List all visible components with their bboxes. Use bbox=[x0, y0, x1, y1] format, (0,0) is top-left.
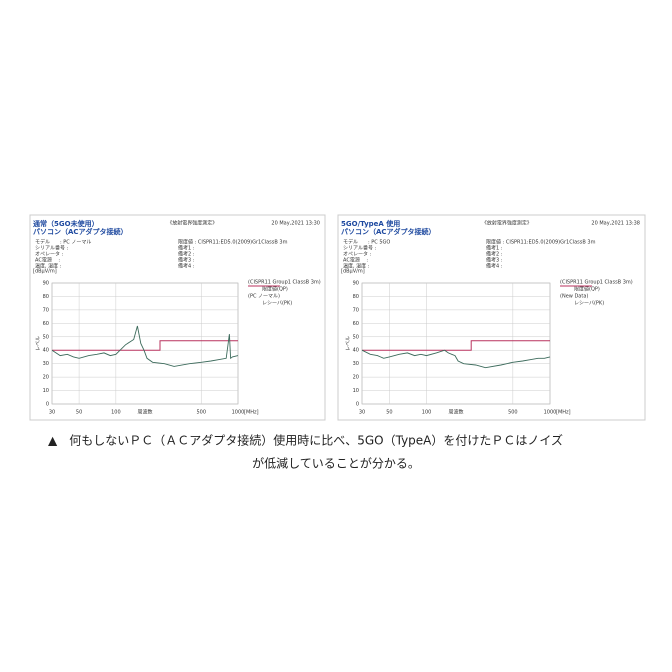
info-text: AC電源 : bbox=[343, 257, 368, 264]
chart-date: 20 May,2021 13:38 bbox=[591, 221, 640, 227]
x-unit: [MHz] bbox=[244, 410, 259, 416]
info-text: 温度, 湿度 : bbox=[343, 263, 370, 270]
y-tick-label: 40 bbox=[353, 348, 359, 354]
x-tick-label: 500 bbox=[196, 410, 206, 416]
y-tick-label: 70 bbox=[43, 307, 49, 313]
y-tick-label: 30 bbox=[43, 361, 49, 367]
y-tick-label: 60 bbox=[43, 321, 49, 327]
y-label: レベル bbox=[36, 336, 42, 351]
legend-text: レシーバ(PK) bbox=[262, 301, 292, 307]
info-text: シリアル番号 : bbox=[35, 245, 69, 252]
y-tick-label: 40 bbox=[43, 348, 49, 354]
chart-title: 5GO/TypeA 使用 bbox=[341, 219, 400, 228]
x-label: 周波数 bbox=[448, 409, 463, 416]
legend-text: 限度値(QP) bbox=[262, 286, 288, 293]
y-tick-label: 10 bbox=[353, 388, 359, 394]
chart-subtitle: パソコン（ACアダプタ接続） bbox=[33, 227, 128, 236]
y-tick-label: 0 bbox=[356, 402, 359, 408]
chart-header: 《放射電界強度測定》 bbox=[167, 220, 217, 227]
y-tick-label: 0 bbox=[46, 402, 49, 408]
y-tick-label: 80 bbox=[43, 294, 49, 300]
info-text: 備考2 : bbox=[486, 251, 503, 258]
info-text: 温度, 湿度 : bbox=[35, 263, 62, 270]
info-text: オペレータ : bbox=[343, 251, 372, 258]
x-tick-label: 1000 bbox=[544, 410, 557, 416]
caption-line: ▲ 何もしないＰＣ（ＡＣアダプタ接続）使用時に比べ、5GO（TypeA）を付けた… bbox=[48, 433, 563, 448]
chart-header: 《放射電界強度測定》 bbox=[482, 220, 532, 227]
info-text: シリアル番号 : bbox=[343, 245, 377, 252]
y-label: レベル bbox=[346, 336, 352, 351]
x-tick-label: 50 bbox=[76, 410, 82, 416]
y-tick-label: 90 bbox=[353, 281, 359, 287]
y-unit: [dBμV/m] bbox=[341, 269, 365, 275]
y-tick-label: 90 bbox=[43, 281, 49, 287]
info-text: オペレータ : bbox=[35, 251, 64, 258]
info-text: 限度値 : CISPR11:ED5.0(2009)Gr1ClassB 3m bbox=[486, 239, 596, 246]
info-text: 備考3 : bbox=[486, 257, 503, 264]
info-text: 備考1 : bbox=[178, 245, 195, 252]
info-text: 限度値 : CISPR11:ED5.0(2009)Gr1ClassB 3m bbox=[178, 239, 288, 246]
x-label: 周波数 bbox=[137, 409, 152, 416]
chart-date: 20 May,2021 13:30 bbox=[271, 221, 320, 227]
y-tick-label: 30 bbox=[353, 361, 359, 367]
chart-subtitle: パソコン（ACアダプタ接続） bbox=[341, 227, 436, 236]
series-line bbox=[51, 325, 239, 367]
y-tick-label: 80 bbox=[353, 294, 359, 300]
info-text: モデル : PC ノーマル bbox=[35, 239, 91, 246]
y-tick-label: 20 bbox=[43, 375, 49, 381]
x-tick-label: 1000 bbox=[232, 410, 245, 416]
x-unit: [MHz] bbox=[556, 410, 571, 416]
info-text: 備考4 : bbox=[178, 263, 195, 270]
info-text: 備考4 : bbox=[486, 263, 503, 270]
legend-text: (New Data) bbox=[560, 294, 588, 300]
caption-line: が低減していることが分かる。 bbox=[252, 456, 420, 471]
info-text: 備考3 : bbox=[178, 257, 195, 264]
x-tick-label: 30 bbox=[359, 410, 365, 416]
y-unit: [dBμV/m] bbox=[33, 269, 57, 275]
series-line bbox=[362, 340, 550, 351]
x-tick-label: 50 bbox=[386, 410, 392, 416]
y-tick-label: 70 bbox=[353, 307, 359, 313]
legend-text: (CISPR11 Group1 ClassB 3m) bbox=[560, 280, 633, 286]
info-text: AC電源 : bbox=[35, 257, 60, 264]
x-tick-label: 100 bbox=[111, 410, 121, 416]
legend-text: (CISPR11 Group1 ClassB 3m) bbox=[248, 280, 321, 286]
info-text: 備考1 : bbox=[486, 245, 503, 252]
chart-title: 通常（5GO未使用） bbox=[33, 219, 99, 228]
x-tick-label: 500 bbox=[508, 410, 518, 416]
series-line bbox=[52, 340, 238, 351]
legend-text: 限度値(QP) bbox=[574, 286, 600, 293]
info-text: モデル : PC 5GO bbox=[343, 239, 390, 246]
y-tick-label: 50 bbox=[353, 334, 359, 340]
legend-text: レシーバ(PK) bbox=[574, 301, 604, 307]
series-line bbox=[361, 349, 551, 369]
info-text: 備考2 : bbox=[178, 251, 195, 258]
y-tick-label: 50 bbox=[43, 334, 49, 340]
legend-text: (PC ノーマル) bbox=[248, 294, 280, 300]
y-tick-label: 20 bbox=[353, 375, 359, 381]
x-tick-label: 100 bbox=[422, 410, 432, 416]
y-tick-label: 10 bbox=[43, 388, 49, 394]
y-tick-label: 60 bbox=[353, 321, 359, 327]
x-tick-label: 30 bbox=[49, 410, 55, 416]
